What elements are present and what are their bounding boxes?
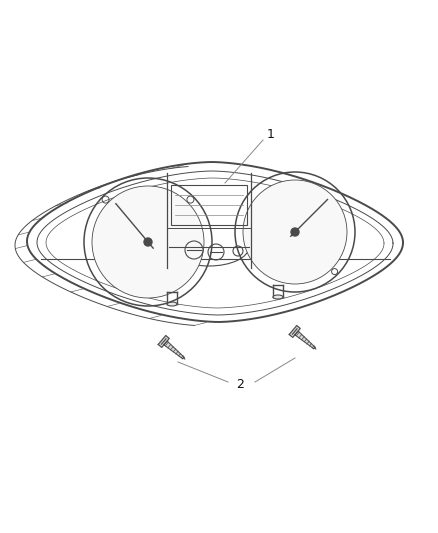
Polygon shape bbox=[164, 341, 184, 359]
Circle shape bbox=[92, 186, 204, 298]
Ellipse shape bbox=[167, 302, 177, 306]
Bar bbox=[171, 185, 247, 225]
Polygon shape bbox=[289, 326, 300, 337]
Text: 1: 1 bbox=[267, 128, 275, 141]
Ellipse shape bbox=[273, 295, 283, 299]
Circle shape bbox=[144, 238, 152, 246]
Circle shape bbox=[291, 228, 299, 236]
Text: 2: 2 bbox=[236, 378, 244, 392]
Circle shape bbox=[243, 180, 347, 284]
Polygon shape bbox=[158, 335, 169, 348]
Polygon shape bbox=[295, 331, 315, 349]
